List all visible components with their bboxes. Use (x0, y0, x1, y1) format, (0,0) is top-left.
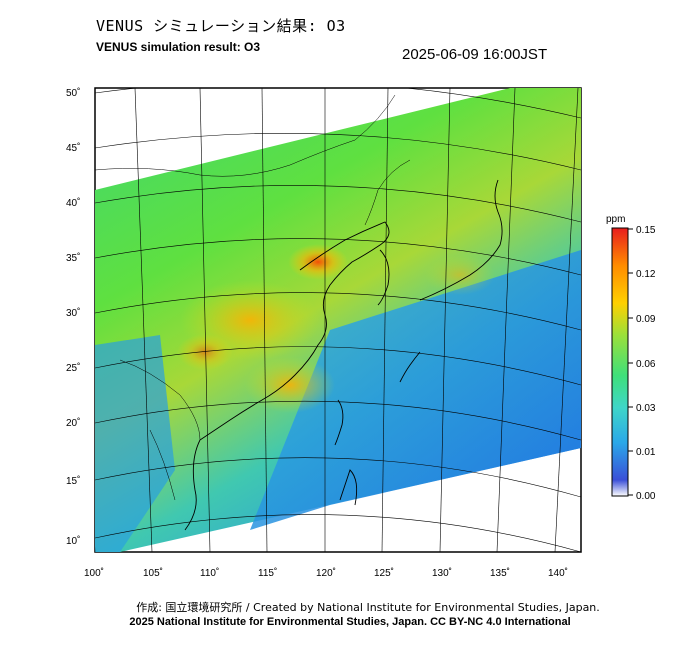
title-japanese: VENUS シミュレーション結果: O3 (96, 17, 346, 35)
lat-label-35: 35˚ (66, 252, 80, 264)
colorbar-tick-0.15: 0.15 (636, 225, 656, 236)
colorbar-tick-0.12: 0.12 (636, 269, 656, 280)
lon-label-115: 115˚ (258, 567, 277, 579)
lon-label-100: 100˚ (84, 567, 104, 579)
lon-label-135: 135˚ (490, 567, 510, 579)
lat-label-40: 40˚ (66, 197, 80, 209)
lat-label-45: 45˚ (66, 142, 80, 154)
hotspot-north-china (288, 244, 348, 280)
credit-english: 2025 National Institute for Environmenta… (129, 616, 571, 628)
coastlines (184, 179, 503, 531)
hotspot-japan (425, 255, 495, 295)
title-english: VENUS simulation result: O3 (96, 40, 261, 54)
lon-label-130: 130˚ (432, 567, 452, 579)
colorbar: ppm 0.15 0.12 0.09 0.06 0.03 0.01 0.00 (606, 214, 656, 502)
ocean-region (250, 250, 581, 530)
colorbar-tick-0.01: 0.01 (636, 447, 656, 458)
latitude-lines (95, 88, 581, 552)
lat-label-10: 10˚ (66, 535, 80, 547)
lon-label-105: 105˚ (143, 567, 163, 579)
colorbar-tick-0.00: 0.00 (636, 491, 656, 502)
lat-label-15: 15˚ (66, 475, 80, 487)
country-borders (95, 94, 411, 501)
colorbar-unit: ppm (606, 214, 625, 225)
lat-label-50: 50˚ (66, 87, 80, 99)
lon-label-110: 110˚ (200, 567, 219, 579)
lon-label-125: 125˚ (374, 567, 394, 579)
west-ocean-region (95, 335, 175, 552)
lon-label-140: 140˚ (548, 567, 568, 579)
lat-label-20: 20˚ (66, 417, 80, 429)
colorbar-scale (611, 227, 629, 497)
simulation-field (95, 88, 581, 552)
lon-label-120: 120˚ (316, 567, 336, 579)
longitude-lines (95, 88, 579, 552)
credit-japanese: 作成: 国立環境研究所 / Created by National Instit… (136, 601, 600, 614)
hotspot-south-china (245, 357, 335, 413)
timestamp: 2025-06-09 16:00JST (402, 46, 548, 63)
latitude-labels: 50˚ 45˚ 40˚ 35˚ 30˚ 25˚ 20˚ 15˚ 10˚ (66, 87, 80, 547)
lat-label-30: 30˚ (66, 307, 80, 319)
colorbar-tick-0.09: 0.09 (636, 314, 656, 325)
colorbar-tick-0.06: 0.06 (636, 359, 656, 370)
colorbar-tick-0.03: 0.03 (636, 403, 656, 414)
longitude-labels: 100˚ 105˚ 110˚ 115˚ 120˚ 125˚ 130˚ 135˚ … (84, 567, 568, 579)
lat-label-25: 25˚ (66, 362, 80, 374)
hotspot-sichuan (177, 334, 233, 370)
